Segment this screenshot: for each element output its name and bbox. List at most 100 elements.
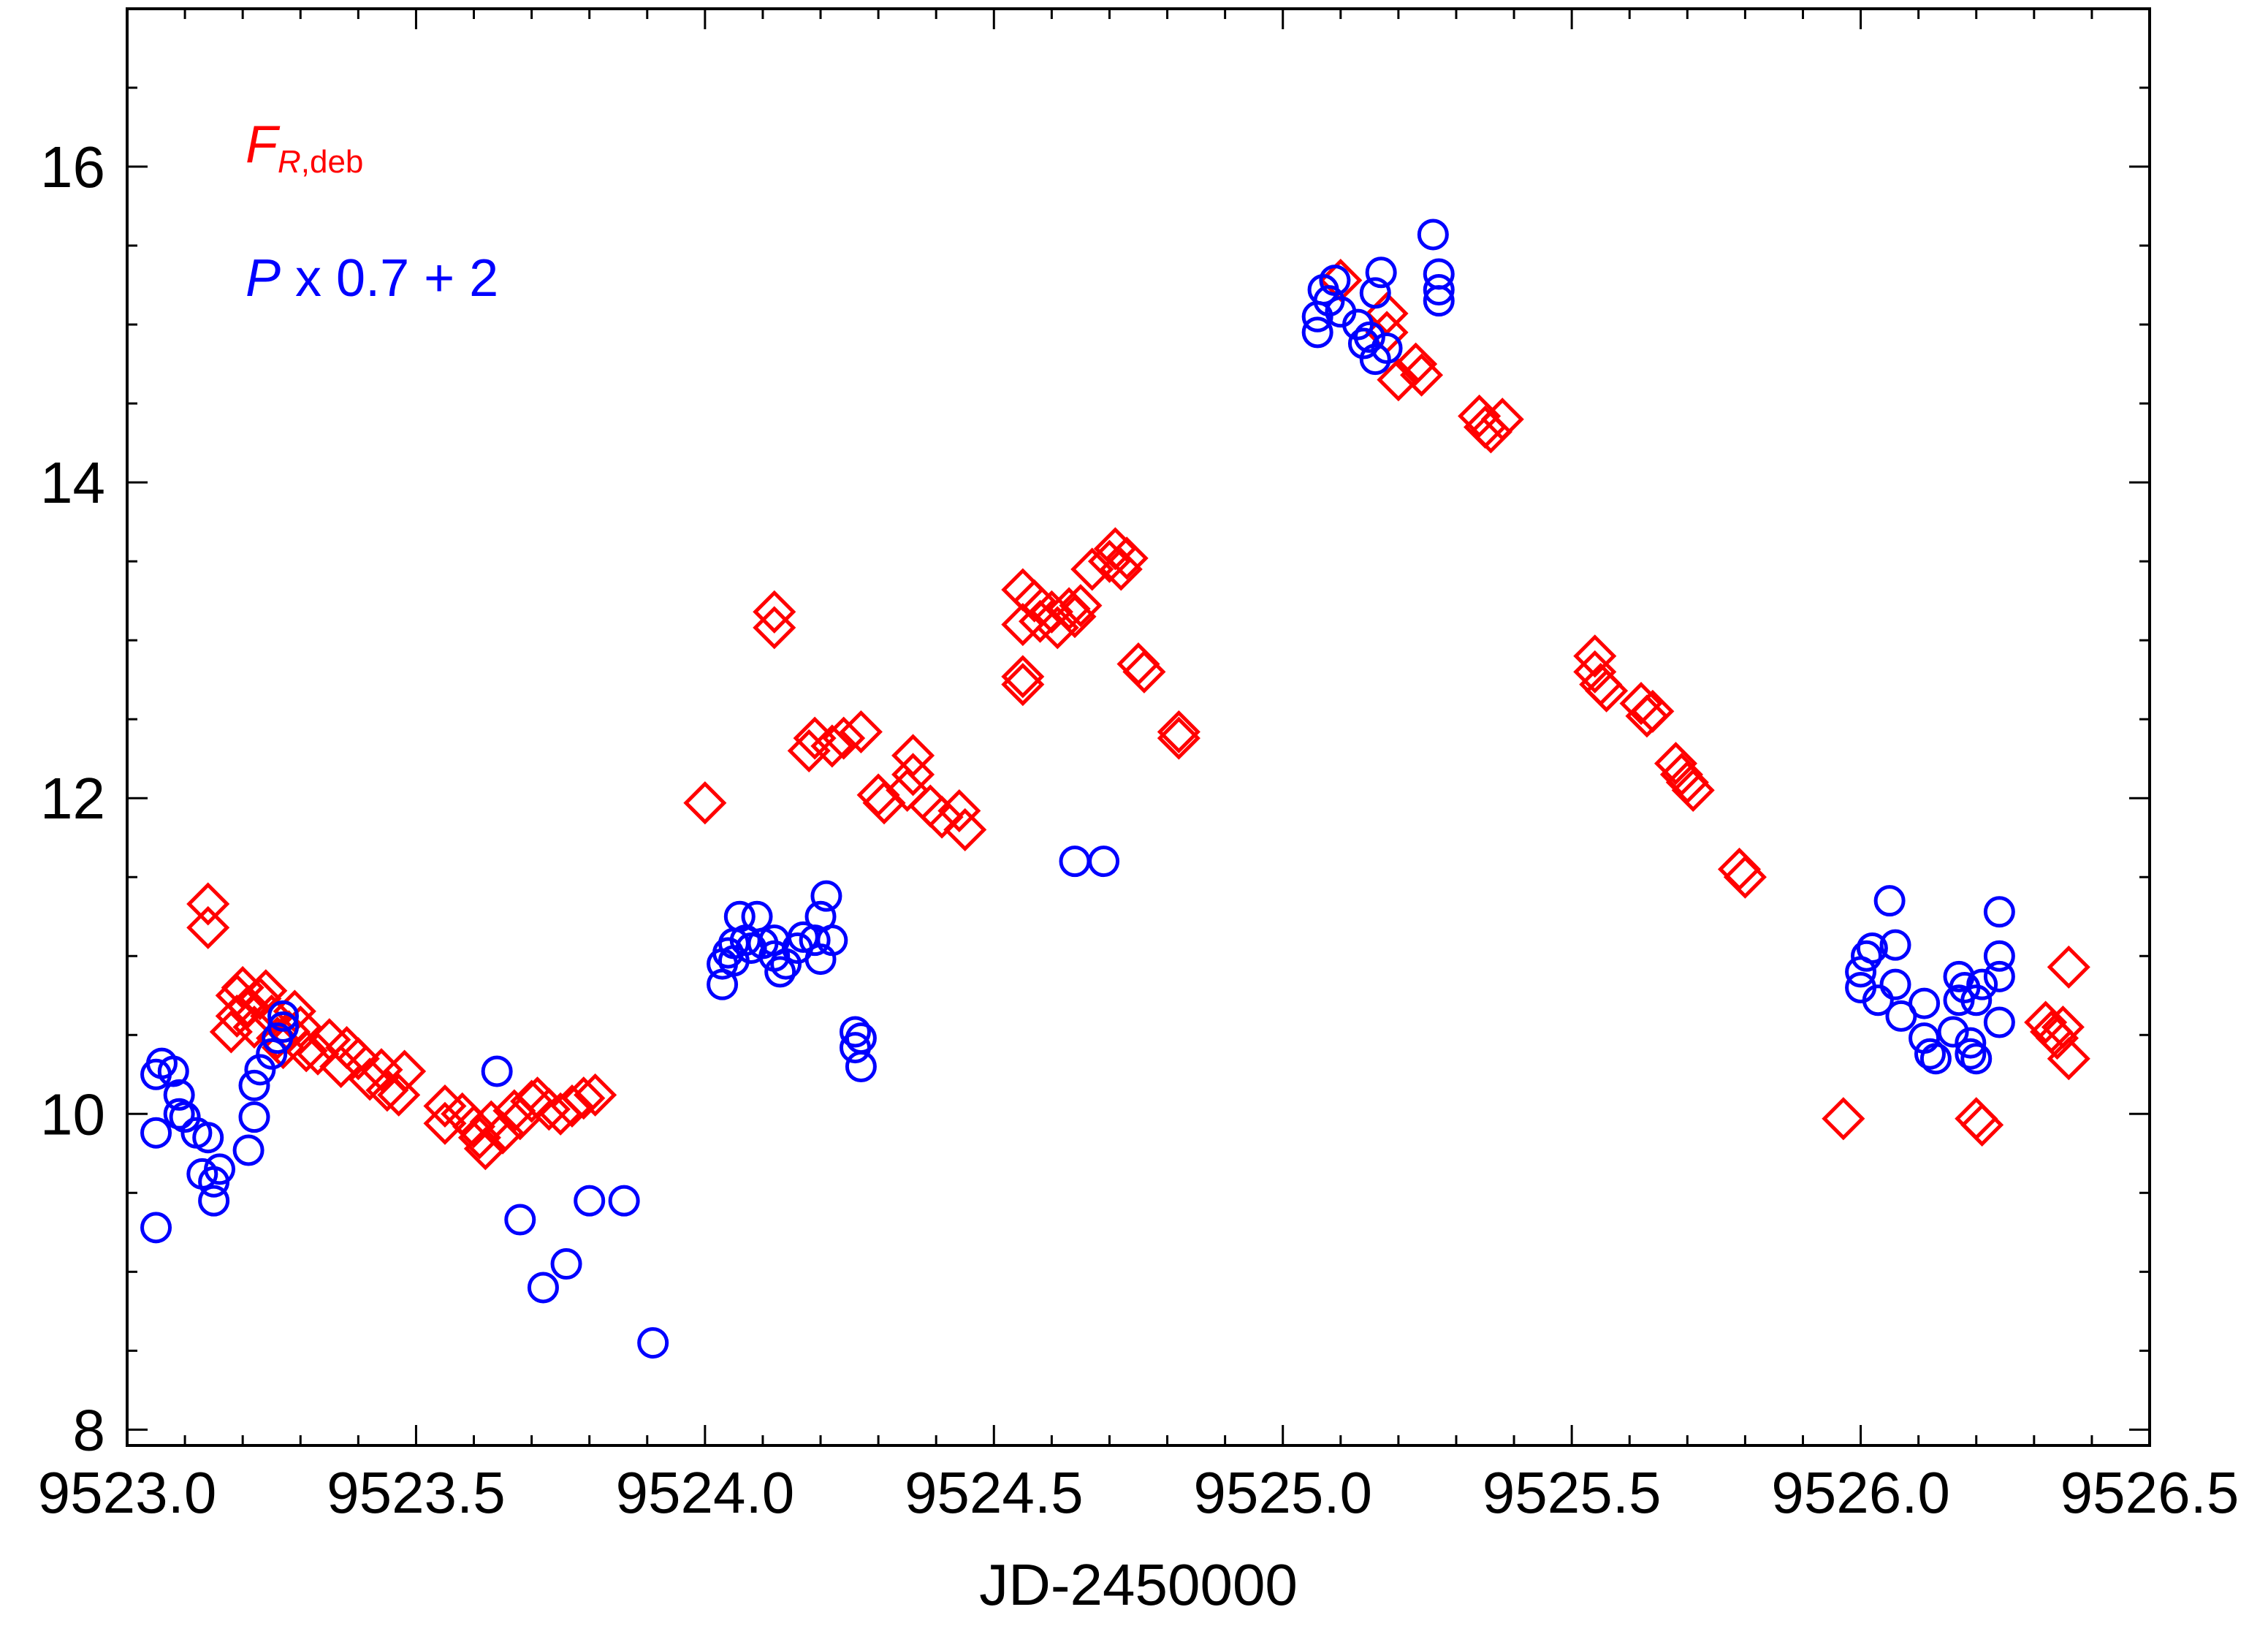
legend-subscript: R,deb — [278, 144, 363, 180]
data-point-diamond — [452, 1105, 496, 1149]
data-point-diamond — [1099, 547, 1143, 591]
data-point-diamond — [377, 1073, 421, 1117]
x-tick-label: 9525.5 — [1483, 1460, 1662, 1525]
data-point-circle — [1353, 321, 1385, 353]
data-point-circle — [799, 924, 831, 957]
data-point-circle — [157, 1055, 189, 1087]
data-point-diamond — [1122, 650, 1166, 694]
data-point-circle — [550, 1248, 582, 1280]
data-point-diamond — [527, 1087, 571, 1131]
data-point-circle — [608, 1185, 640, 1217]
data-point-diamond — [1001, 655, 1045, 699]
axis-ticks — [126, 9, 2151, 1445]
data-point-diamond — [891, 734, 935, 778]
x-tick-label: 9526.5 — [2060, 1460, 2240, 1525]
data-point-diamond — [891, 753, 935, 797]
data-point-diamond — [423, 1101, 467, 1145]
data-point-circle — [169, 1101, 201, 1133]
data-point-circle — [1365, 256, 1397, 289]
data-point-diamond — [937, 788, 981, 833]
data-point-diamond — [1035, 606, 1079, 650]
data-point-diamond — [550, 1084, 594, 1128]
data-point-diamond — [1619, 682, 1663, 726]
data-point-circle — [1879, 968, 1911, 1000]
y-tick-label: 16 — [40, 134, 105, 200]
data-point-diamond — [1469, 410, 1512, 454]
data-point-circle — [1966, 968, 1998, 1000]
data-point-diamond — [244, 969, 288, 1013]
data-point-circle — [770, 948, 802, 980]
data-point-diamond — [348, 1057, 392, 1101]
data-point-diamond — [1001, 663, 1045, 707]
data-point-diamond — [562, 1076, 606, 1120]
data-point-circle — [1862, 984, 1894, 1016]
data-point-diamond — [336, 1037, 380, 1081]
data-point-diamond — [1631, 689, 1675, 733]
data-point-circle — [1371, 332, 1403, 364]
data-point-diamond — [1960, 1103, 2004, 1147]
data-point-circle — [198, 1185, 230, 1217]
data-point-diamond — [920, 795, 964, 839]
data-point-diamond — [296, 1032, 340, 1076]
x-tick-label: 9526.0 — [1771, 1460, 1950, 1525]
data-point-diamond — [1394, 342, 1438, 386]
data-point-diamond — [186, 882, 230, 926]
data-point-circle — [1313, 285, 1345, 317]
x-tick-label: 9524.0 — [616, 1460, 795, 1525]
data-point-diamond — [1723, 855, 1767, 899]
data-point-diamond — [1654, 742, 1698, 786]
data-point-circle — [810, 880, 842, 912]
data-point-diamond — [1822, 1097, 1865, 1141]
data-point-diamond — [232, 1005, 276, 1049]
data-point-circle — [816, 924, 848, 957]
data-point-circle — [1983, 960, 2015, 992]
legend-entry: P x 0.7 + 2 — [246, 249, 498, 308]
data-point-circle — [764, 956, 796, 988]
data-point-diamond — [1013, 579, 1057, 623]
data-point-circle — [527, 1272, 559, 1304]
data-point-circle — [1873, 885, 1906, 917]
data-point-diamond — [1157, 716, 1200, 760]
data-point-diamond — [2047, 945, 2090, 989]
legend-entry: FR,deb — [246, 115, 363, 180]
data-point-circle — [1960, 984, 1993, 1016]
data-point-diamond — [278, 1005, 322, 1049]
series-f-r-deb — [186, 259, 2090, 1171]
data-point-diamond — [683, 781, 727, 825]
data-point-diamond — [2035, 1016, 2079, 1060]
data-point-diamond — [810, 724, 854, 768]
legend: FR,deb P x 0.7 + 2 — [246, 115, 498, 308]
data-point-diamond — [1573, 634, 1617, 678]
data-point-circle — [1960, 1043, 1993, 1075]
data-point-circle — [1909, 987, 1941, 1019]
data-point-circle — [1359, 277, 1391, 309]
data-point-circle — [1937, 1016, 1969, 1048]
data-point-diamond — [1671, 768, 1715, 812]
data-point-diamond — [1087, 539, 1131, 583]
data-point-diamond — [227, 984, 270, 1028]
data-point-circle — [256, 1038, 288, 1070]
data-point-circle — [845, 1022, 877, 1054]
data-point-circle — [1983, 896, 2015, 928]
data-point-circle — [1088, 846, 1120, 878]
data-point-circle — [1417, 218, 1449, 251]
data-point-circle — [238, 1069, 270, 1101]
data-point-diamond — [753, 590, 796, 634]
data-point-circle — [839, 1016, 871, 1048]
data-point-circle — [204, 1153, 236, 1185]
series-p-scaled — [140, 218, 2015, 1359]
axis-tick-labels: 9523.0 9523.5 9524.0 9524.5 9525.0 9525.5 9526… — [38, 134, 2240, 1525]
data-point-circle — [192, 1122, 224, 1154]
data-point-circle — [140, 1117, 172, 1149]
data-point-circle — [1983, 1006, 2015, 1038]
data-point-circle — [481, 1055, 513, 1087]
data-point-diamond — [1070, 547, 1114, 591]
x-tick-label: 9523.0 — [38, 1460, 217, 1525]
data-point-circle — [267, 1000, 300, 1032]
x-tick-label: 9523.5 — [327, 1460, 506, 1525]
data-point-diamond — [209, 1010, 253, 1054]
data-point-circle — [232, 1134, 265, 1166]
data-point-circle — [1919, 1043, 1952, 1075]
